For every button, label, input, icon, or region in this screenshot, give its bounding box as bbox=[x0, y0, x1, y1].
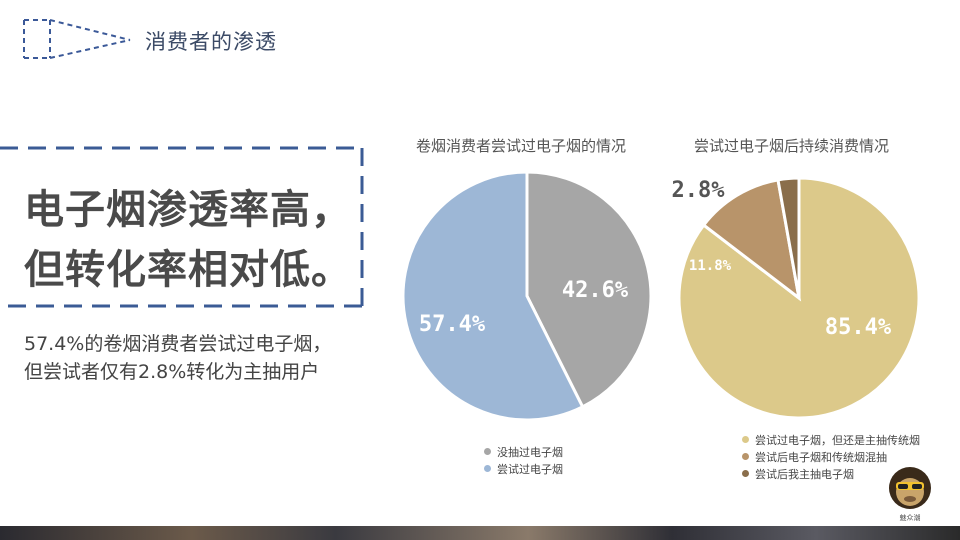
legend-label: 没抽过电子烟 bbox=[497, 445, 563, 459]
legend-swatch bbox=[484, 465, 491, 472]
data-label: 42.6% bbox=[562, 278, 629, 303]
chart-2-legend: 尝试过电子烟，但还是主抽传统烟 尝试后电子烟和传统烟混抽 尝试后我主抽电子烟 bbox=[742, 431, 920, 482]
legend-swatch bbox=[742, 470, 749, 477]
summary-text: 57.4%的卷烟消费者尝试过电子烟， 但尝试者仅有2.8%转化为主抽用户 bbox=[24, 330, 331, 386]
legend-label: 尝试过电子烟 bbox=[497, 462, 563, 476]
summary-line-1: 57.4%的卷烟消费者尝试过电子烟， bbox=[24, 333, 332, 355]
pie-slice bbox=[401, 170, 585, 422]
brand-logo: 魅众潮 bbox=[885, 463, 935, 523]
chart-1-legend: 没抽过电子烟 尝试过电子烟 bbox=[484, 443, 563, 477]
headline-line-1: 电子烟渗透率高， bbox=[24, 187, 352, 233]
header-arrow-icon bbox=[23, 19, 131, 59]
pie-slice bbox=[525, 170, 653, 409]
legend-label: 尝试过电子烟，但还是主抽传统烟 bbox=[755, 433, 920, 447]
legend-label: 尝试后电子烟和传统烟混抽 bbox=[755, 450, 887, 464]
headline-frame bbox=[0, 146, 364, 308]
legend-item: 尝试过电子烟 bbox=[484, 460, 563, 477]
legend-swatch bbox=[742, 453, 749, 460]
legend-label: 尝试后我主抽电子烟 bbox=[755, 467, 854, 481]
chart-1-title: 卷烟消费者尝试过电子烟的情况 bbox=[416, 137, 627, 155]
legend-swatch bbox=[742, 436, 749, 443]
headline: 电子烟渗透率高， 但转化率相对低。 bbox=[24, 180, 352, 300]
legend-swatch bbox=[484, 448, 491, 455]
monkey-icon bbox=[889, 467, 931, 509]
data-label: 57.4% bbox=[419, 312, 486, 337]
chart-2-title: 尝试过电子烟后持续消费情况 bbox=[694, 137, 890, 155]
pie-slice bbox=[701, 178, 802, 302]
brand-name: 魅众潮 bbox=[899, 514, 921, 522]
legend-item: 尝试后电子烟和传统烟混抽 bbox=[742, 448, 920, 465]
legend-item: 没抽过电子烟 bbox=[484, 443, 563, 460]
data-label: 85.4% bbox=[825, 315, 892, 340]
data-label: 11.8% bbox=[689, 258, 732, 274]
legend-item: 尝试后我主抽电子烟 bbox=[742, 465, 920, 482]
headline-line-2: 但转化率相对低。 bbox=[24, 247, 352, 293]
bottom-image-strip bbox=[0, 526, 960, 540]
summary-line-2: 但尝试者仅有2.8%转化为主抽用户 bbox=[24, 361, 320, 383]
page-title: 消费者的渗透 bbox=[145, 30, 277, 54]
data-label: 2.8% bbox=[672, 178, 726, 203]
pie-slice bbox=[776, 176, 801, 299]
legend-item: 尝试过电子烟，但还是主抽传统烟 bbox=[742, 431, 920, 448]
